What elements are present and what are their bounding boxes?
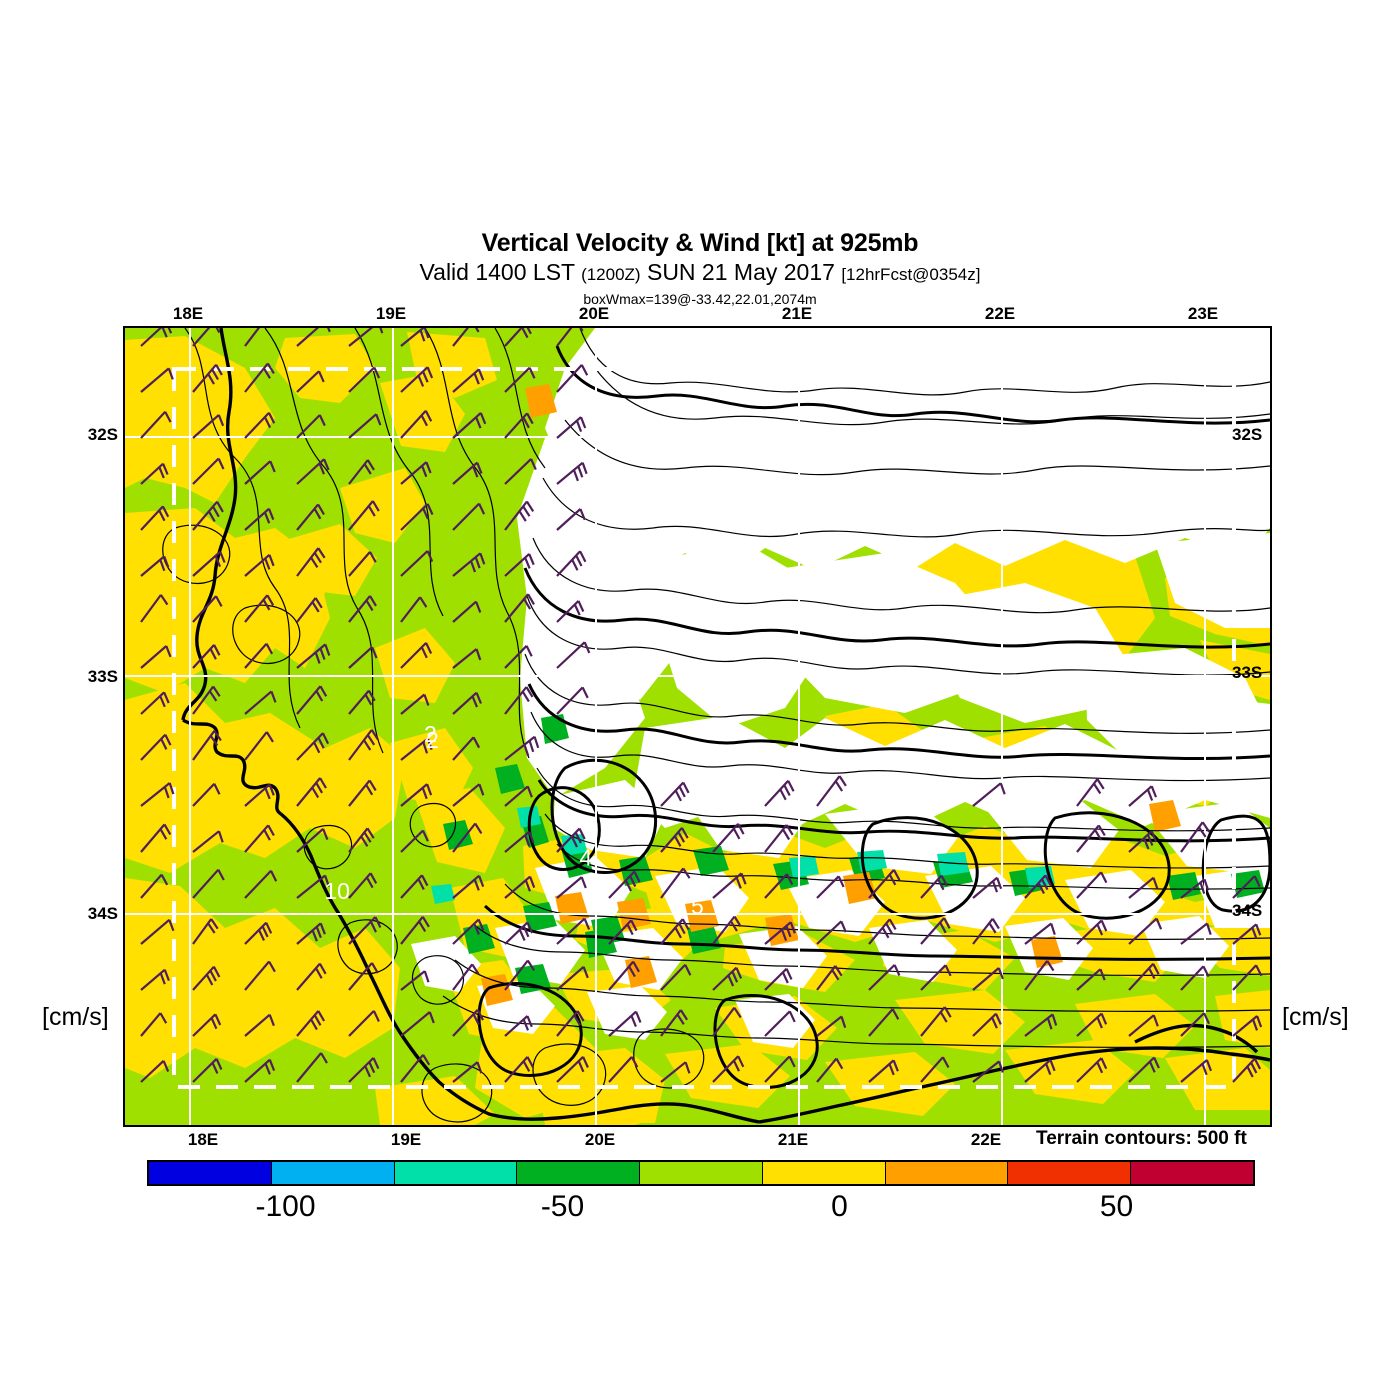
axis-tick-top-19E: 19E: [376, 304, 406, 324]
colorbar-segment-5: [763, 1162, 886, 1184]
valid-date: SUN 21 May 2017: [641, 259, 842, 285]
contour-label-4-2: 4: [579, 844, 592, 870]
colorbar-segment-8: [1131, 1162, 1253, 1184]
chart-subtitle: Valid 1400 LST (1200Z) SUN 21 May 2017 […: [0, 258, 1400, 289]
contour-label-5-3: 5: [691, 893, 704, 919]
colorbar-tick-50: 50: [1100, 1190, 1133, 1224]
colorbar[interactable]: [147, 1160, 1255, 1186]
vertical-velocity-map: 2 10 4 5 2: [125, 328, 1270, 1125]
axis-tick-top-20E: 20E: [579, 304, 609, 324]
terrain-contour-note: Terrain contours: 500 ft: [1036, 1128, 1247, 1150]
axis-tick-right-33S: 33S: [1232, 663, 1262, 683]
axis-tick-left-32S: 32S: [88, 425, 118, 445]
contour-label-2-4: 2: [424, 721, 437, 747]
colorbar-tick-0: 0: [831, 1190, 848, 1224]
axis-tick-bottom-21E: 21E: [778, 1130, 808, 1150]
map-plot-area[interactable]: 2 10 4 5 2: [123, 326, 1272, 1127]
axis-tick-bottom-18E: 18E: [188, 1130, 218, 1150]
colorbar-segment-7: [1008, 1162, 1131, 1184]
page-title: Vertical Velocity & Wind [kt] at 925mb: [0, 228, 1400, 258]
axis-tick-bottom-22E: 22E: [971, 1130, 1001, 1150]
colorbar-segment-0: [149, 1162, 272, 1184]
colorbar-segment-2: [395, 1162, 518, 1184]
axis-tick-top-18E: 18E: [173, 304, 203, 324]
axis-tick-top-23E: 23E: [1188, 304, 1218, 324]
axis-tick-right-34S: 34S: [1232, 901, 1262, 921]
axis-tick-left-33S: 33S: [88, 667, 118, 687]
axis-tick-right-32S: 32S: [1232, 425, 1262, 445]
axis-tick-bottom-20E: 20E: [585, 1130, 615, 1150]
valid-time-zulu: (1200Z): [581, 265, 641, 284]
axis-tick-left-34S: 34S: [88, 904, 118, 924]
valid-time-prefix: Valid 1400 LST: [420, 259, 582, 285]
colorbar-segment-1: [272, 1162, 395, 1184]
unit-label-right: [cm/s]: [1282, 1003, 1349, 1032]
axis-tick-bottom-19E: 19E: [391, 1130, 421, 1150]
colorbar-segment-4: [640, 1162, 763, 1184]
unit-label-left: [cm/s]: [42, 1003, 109, 1032]
contour-label-10-1: 10: [324, 878, 350, 904]
axis-tick-top-22E: 22E: [985, 304, 1015, 324]
colorbar-tick--50: -50: [541, 1190, 584, 1224]
colorbar-segment-3: [517, 1162, 640, 1184]
colorbar-tick--100: -100: [255, 1190, 315, 1224]
forecast-tag: [12hrFcst@0354z]: [841, 265, 980, 284]
colorbar-tick-labels: -100 -50 0 50: [0, 1190, 1400, 1230]
axis-tick-top-21E: 21E: [782, 304, 812, 324]
colorbar-segment-6: [886, 1162, 1009, 1184]
chart-header: Vertical Velocity & Wind [kt] at 925mb V…: [0, 228, 1400, 309]
